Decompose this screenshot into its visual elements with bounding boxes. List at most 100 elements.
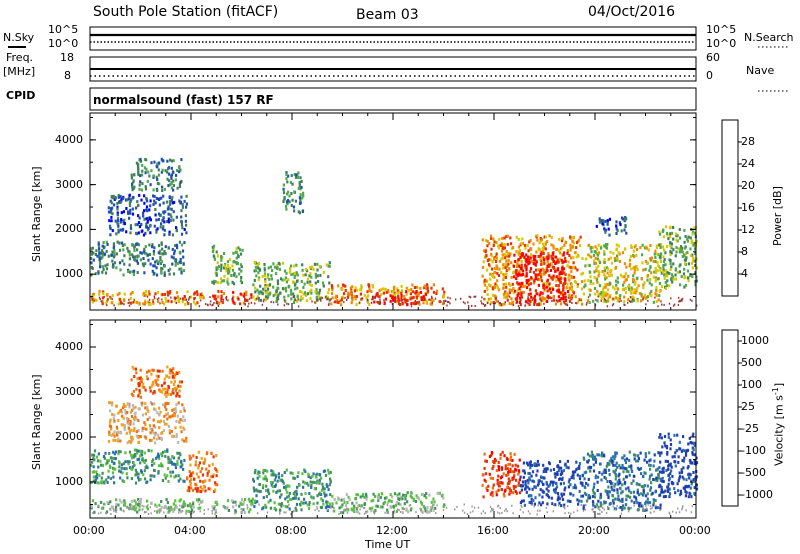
scatter-cell [293,490,296,494]
scatter-cell [113,248,116,252]
scatter-cell [389,493,392,497]
ground-scatter-cell [539,509,541,512]
scatter-cell [624,291,628,295]
scatter-cell [617,482,620,486]
scatter-cell [692,432,695,436]
scatter-cell [185,223,188,227]
scatter-cell [597,505,600,509]
scatter-cell [658,451,661,455]
scatter-cell [508,487,511,491]
scatter-cell [607,227,610,231]
scatter-cell [107,475,110,479]
scatter-cell [559,473,562,476]
scatter-cell [685,449,688,453]
scatter-cell [491,494,494,498]
scatter-cell [623,506,626,510]
scatter-cell [533,257,536,261]
scatter-cell [154,292,157,296]
scatter-cell [485,279,488,283]
scatter-cell [670,265,673,269]
scatter-cell [156,378,159,382]
scatter-cell [603,273,606,277]
scatter-cell [641,504,644,508]
scatter-cell [649,278,652,281]
scatter-cell [147,258,150,262]
scatter-cell [193,297,196,301]
scatter-cell [220,266,223,270]
scatter-cell [532,281,536,285]
scatter-cell [126,210,130,214]
scatter-cell [158,197,161,201]
scatter-cell [253,279,256,282]
scatter-cell [141,377,144,381]
scatter-cell [269,506,272,510]
ground-scatter-cell [673,303,676,306]
scatter-cell [164,476,167,480]
scatter-cell [260,298,263,302]
scatter-cell [256,500,259,504]
scatter-cell [647,248,650,252]
scatter-cell [578,464,581,468]
scatter-cell [270,274,273,278]
ground-scatter-cell [540,299,542,302]
scatter-cell [138,187,141,191]
scatter-cell [558,249,561,253]
scatter-cell [300,295,303,299]
scatter-cell [606,271,609,275]
scatter-cell [563,300,566,304]
ground-scatter-cell [448,301,450,303]
scatter-cell [636,501,639,505]
ground-scatter-cell [691,299,693,302]
scatter-cell [504,276,507,279]
scatter-cell [163,292,166,296]
scatter-cell [393,285,396,289]
scatter-cell [520,295,523,299]
scatter-cell [119,301,122,305]
scatter-cell [142,211,145,215]
scatter-cell [662,235,665,239]
scatter-cell [552,298,555,302]
scatter-cell [524,480,527,484]
scatter-cell [395,500,398,504]
scatter-cell [619,481,622,485]
scatter-cell [161,267,164,271]
scatter-cell [486,268,489,272]
scatter-cell [634,459,638,463]
scatter-cell [313,480,316,484]
ground-scatter-cell [565,303,567,306]
scatter-cell [592,502,595,506]
scatter-cell [502,266,505,270]
scatter-cell [146,480,149,484]
ground-scatter-cell [400,299,402,302]
scatter-cell [612,285,615,289]
scatter-cell [306,481,309,485]
scatter-cell [174,388,177,392]
scatter-cell [482,495,485,499]
scatter-cell [128,251,131,255]
ground-scatter-cell [512,512,514,515]
scatter-cell [530,501,533,504]
scatter-cell [274,485,277,488]
scatter-cell [235,262,238,266]
scatter-cell [282,481,285,485]
scatter-cell [328,483,331,487]
scatter-cell [508,288,511,292]
scatter-cell [602,288,605,292]
scatter-cell [689,247,692,251]
scatter-cell [291,182,294,186]
scatter-cell [636,299,639,303]
scatter-cell [628,473,631,477]
ground-scatter-cell [431,295,433,298]
scatter-cell [681,255,684,258]
scatter-cell [115,404,118,408]
scatter-cell [94,272,97,276]
scatter-cell [559,482,562,486]
scatter-cell [611,459,614,463]
scatter-cell [574,251,577,255]
scatter-cell [398,298,401,302]
scatter-cell [666,485,669,489]
scatter-cell [650,289,653,293]
scatter-cell [567,480,570,484]
scatter-cell [242,500,245,504]
scatter-cell [657,451,660,455]
